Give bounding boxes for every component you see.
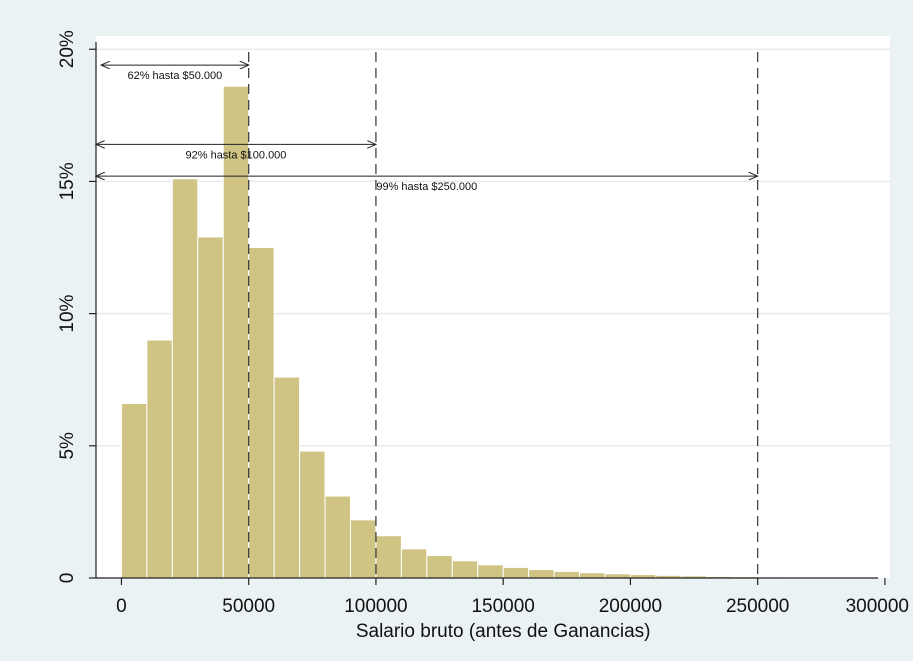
x-tick-label: 100000: [344, 596, 407, 617]
y-tick-label: 10%: [57, 294, 78, 332]
histogram-bar: [451, 560, 479, 579]
x-tick-label: 150000: [471, 596, 534, 617]
histogram-bar: [604, 573, 631, 579]
histogram-bar: [426, 555, 453, 579]
y-tick-label: 15%: [57, 162, 78, 200]
histogram-bar: [349, 519, 377, 579]
histogram-bar: [324, 495, 351, 579]
x-tick-label: 300000: [846, 596, 909, 617]
axes: 0 5% 10% 15% 20% 0 50000 100000 150000 200000 2500…: [57, 30, 909, 617]
histogram-bar: [400, 548, 428, 579]
annotation-label: 99% hasta $250.000: [376, 181, 477, 193]
histogram-bar: [528, 569, 555, 579]
x-axis-label: Salario bruto (antes de Ganancias): [356, 621, 651, 642]
histogram-bar: [197, 236, 224, 579]
y-tick-label: 20%: [57, 30, 78, 68]
reference-lines: [248, 52, 759, 578]
histogram-bar: [579, 572, 606, 579]
annotations: 62% hasta $50.000 92% hasta $100.000 99% h…: [96, 65, 758, 193]
annotation-label: 62% hasta $50.000: [127, 70, 222, 82]
x-tick-label: 50000: [222, 596, 275, 617]
histogram-bar: [375, 535, 402, 579]
histogram-bar: [299, 450, 326, 579]
histogram-bar: [146, 339, 173, 579]
histogram-bar: [553, 570, 581, 579]
histogram-bar: [477, 564, 504, 579]
x-tick-label: 250000: [726, 596, 789, 617]
histogram-bar: [120, 403, 148, 579]
histogram-bar: [222, 85, 250, 579]
x-tick-label: 200000: [599, 596, 662, 617]
histogram-bar: [273, 376, 301, 579]
histogram-bar: [171, 178, 199, 579]
histogram-bar: [502, 566, 530, 579]
y-tick-label: 0: [57, 573, 78, 584]
histogram-bar: [248, 247, 275, 579]
bars: [120, 85, 886, 579]
x-tick-label: 0: [116, 596, 127, 617]
y-tick-label: 5%: [57, 432, 78, 460]
annotation-label: 92% hasta $100.000: [186, 149, 287, 161]
